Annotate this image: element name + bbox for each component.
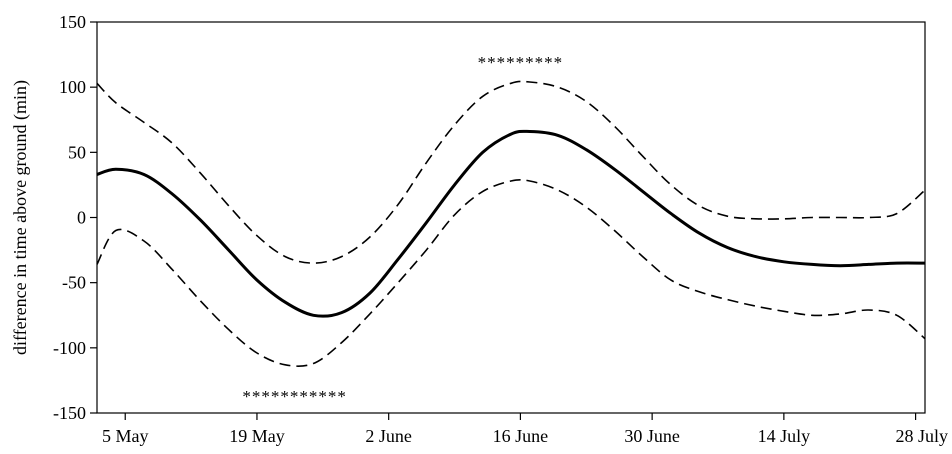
mean-solid-line [96, 129, 926, 318]
x-axis: 5 May 19 May 2 June 16 June 30 June 14 July 28… [102, 413, 948, 446]
plot-border [96, 21, 926, 414]
plot-frame [96, 21, 926, 414]
y-tick-label: 0 [77, 208, 86, 228]
y-axis-title: difference in time above ground (min) [10, 80, 31, 355]
lower-bound-dashed-line [96, 179, 926, 367]
x-tick-label: 14 July [758, 426, 811, 446]
upper-bound-dashed-line [96, 80, 926, 264]
x-tick-label: 28 July [895, 426, 948, 446]
series-lines [96, 80, 926, 367]
y-tick-label: -150 [53, 403, 86, 423]
y-tick-label: 50 [68, 142, 86, 162]
x-tick-label: 30 June [624, 426, 680, 446]
y-tick-label: -50 [62, 273, 86, 293]
x-tick-label: 5 May [102, 426, 149, 446]
x-tick-label: 2 June [365, 426, 412, 446]
y-tick-label: -100 [53, 338, 86, 358]
x-tick-label: 16 June [493, 426, 549, 446]
y-axis: -150 -100 -50 0 50 100 150 [53, 12, 97, 423]
y-tick-label: 150 [59, 12, 86, 32]
significance-asterisks: *********** [242, 387, 347, 406]
annotations: ******************** [242, 53, 564, 406]
y-tick-label: 100 [59, 77, 86, 97]
significance-asterisks: ********* [478, 53, 564, 72]
x-tick-label: 19 May [229, 426, 285, 446]
